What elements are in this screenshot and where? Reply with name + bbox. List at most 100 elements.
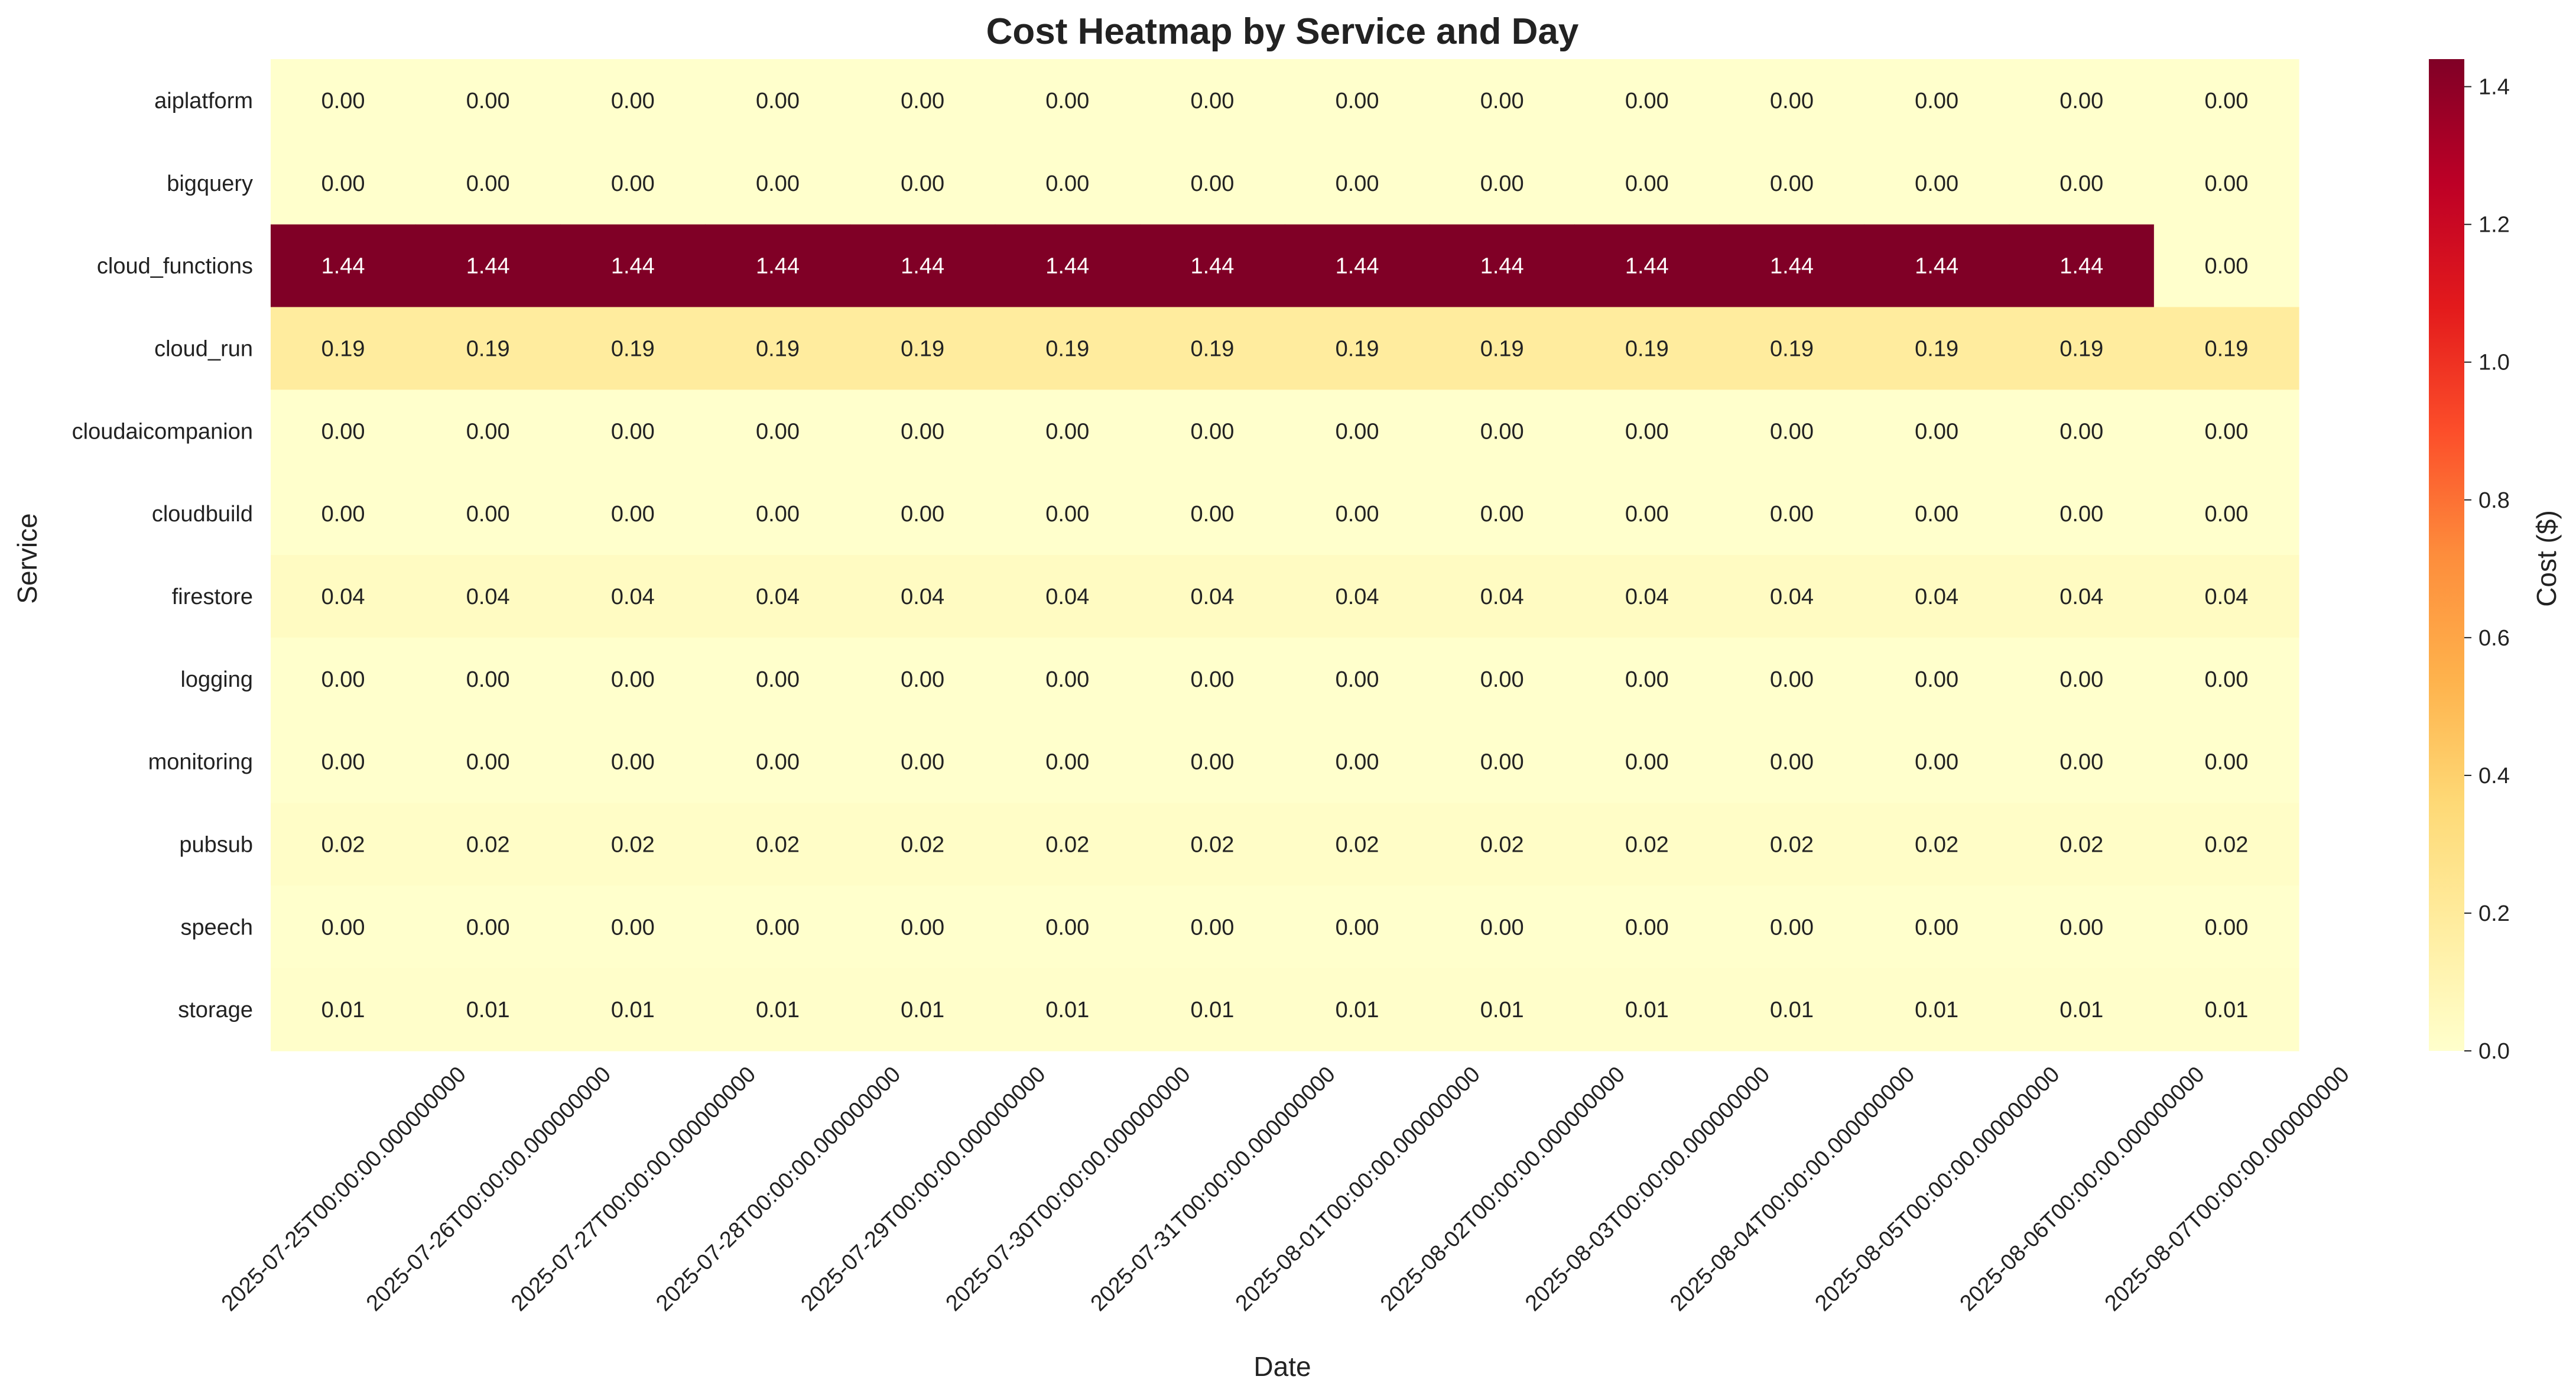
cell-value-label: 0.00 (611, 89, 655, 113)
heatmap-cell (1719, 885, 1865, 969)
heatmap-cell (1574, 968, 1720, 1051)
heatmap-cell (2153, 555, 2299, 638)
heatmap-cell (850, 555, 996, 638)
heatmap-cell (1719, 968, 1865, 1051)
cell-value-label: 0.00 (1045, 915, 1089, 940)
cell-value-label: 0.19 (1045, 336, 1089, 361)
heatmap-cell (560, 555, 706, 638)
cell-value-label: 0.00 (1480, 171, 1524, 196)
cell-value-label: 0.00 (2059, 89, 2103, 113)
x-tick-label: 2025-07-28T00:00:00.000000000 (651, 1062, 905, 1316)
cell-value-label: 0.00 (466, 750, 510, 775)
cell-value-label: 0.00 (2204, 254, 2248, 279)
x-tick-label: 2025-08-04T00:00:00.000000000 (1665, 1062, 1919, 1316)
cell-value-label: 0.01 (1190, 998, 1234, 1023)
cell-value-label: 0.00 (1045, 750, 1089, 775)
heatmap-cell (1864, 968, 2010, 1051)
cell-value-label: 0.00 (2059, 171, 2103, 196)
cell-value-label: 0.00 (756, 89, 800, 113)
cell-value-label: 0.00 (1625, 419, 1669, 444)
heatmap-cell (560, 389, 706, 473)
heatmap-cell (2009, 885, 2155, 969)
y-tick-label: cloudbuild (152, 502, 253, 527)
cell-value-label: 0.04 (321, 585, 365, 609)
heatmap-cell (1864, 307, 2010, 390)
heatmap-cell (271, 224, 416, 308)
cell-value-label: 0.02 (1336, 832, 1379, 857)
heatmap-cell (705, 59, 851, 142)
cell-value-label: 0.00 (1190, 667, 1234, 692)
heatmap-cell (415, 389, 561, 473)
cell-value-label: 0.00 (1190, 171, 1234, 196)
x-tick-label: 2025-07-25T00:00:00.000000000 (217, 1062, 471, 1316)
y-tick-label: pubsub (179, 832, 253, 857)
heatmap-cell (995, 555, 1141, 638)
heatmap-cell (1139, 389, 1285, 473)
heatmap-cell (1139, 472, 1285, 556)
heatmap-cell (1430, 803, 1575, 886)
cell-value-label: 0.01 (611, 998, 655, 1023)
heatmap-cell (850, 720, 996, 804)
heatmap-cell (1574, 59, 1720, 142)
cell-value-label: 0.01 (1045, 998, 1089, 1023)
cell-value-label: 0.00 (2059, 915, 2103, 940)
cell-value-label: 0.00 (1770, 89, 1814, 113)
cell-value-label: 0.00 (1480, 419, 1524, 444)
heatmap-cell (1719, 224, 1865, 308)
cell-value-label: 0.02 (1915, 832, 1958, 857)
cell-value-label: 0.04 (466, 585, 510, 609)
cell-value-label: 0.00 (1336, 667, 1379, 692)
cell-value-label: 0.00 (321, 915, 365, 940)
x-tick-label: 2025-08-06T00:00:00.000000000 (1955, 1062, 2210, 1316)
heatmap-cell (271, 141, 416, 225)
heatmap-cell (1864, 885, 2010, 969)
cell-value-label: 0.00 (1336, 419, 1379, 444)
heatmap-cell (1139, 555, 1285, 638)
heatmap-cell (705, 555, 851, 638)
heatmap-cell (1285, 307, 1430, 390)
cell-value-label: 0.00 (1045, 419, 1089, 444)
heatmap-cell (2009, 141, 2155, 225)
cell-value-label: 0.00 (1480, 667, 1524, 692)
heatmap-cell (1574, 389, 1720, 473)
heatmap-cell (2153, 224, 2299, 308)
heatmap-cell (2153, 141, 2299, 225)
heatmap-cell (2009, 968, 2155, 1051)
heatmap-cell (1719, 59, 1865, 142)
heatmap-cell (271, 389, 416, 473)
heatmap-cell (1574, 141, 1720, 225)
heatmap-cell (271, 472, 416, 556)
heatmap-cell (1864, 389, 2010, 473)
heatmap-cell (995, 720, 1141, 804)
heatmap-cell (560, 472, 706, 556)
cell-value-label: 0.00 (2204, 667, 2248, 692)
cell-value-label: 0.00 (1915, 915, 1958, 940)
heatmap-cell (1574, 803, 1720, 886)
heatmap-cell (995, 389, 1141, 473)
cell-value-label: 0.00 (2204, 915, 2248, 940)
heatmap-cell (850, 885, 996, 969)
heatmap-cell (995, 472, 1141, 556)
cell-value-label: 0.00 (1336, 89, 1379, 113)
heatmap-cell (1139, 885, 1285, 969)
heatmap-cell (560, 968, 706, 1051)
heatmap-cell (1430, 141, 1575, 225)
cell-value-label: 0.00 (1190, 502, 1234, 527)
cell-value-label: 0.01 (1915, 998, 1958, 1023)
y-tick-labels: aiplatform bigquery cloud_functions cloud_r… (72, 89, 253, 1023)
heatmap-cell (560, 141, 706, 225)
y-tick-label: cloud_run (154, 336, 253, 361)
y-tick-label: storage (178, 998, 253, 1023)
cell-value-label: 0.01 (466, 998, 510, 1023)
cell-value-label: 0.00 (2059, 419, 2103, 444)
heatmap-cell (1864, 637, 2010, 721)
y-tick-label: bigquery (167, 171, 253, 196)
heatmap-cell (2009, 803, 2155, 886)
heatmap-cell (415, 224, 561, 308)
cell-value-label: 1.44 (1045, 254, 1089, 279)
cell-value-label: 0.00 (2204, 502, 2248, 527)
y-tick-label: speech (180, 915, 253, 940)
cell-value-label: 1.44 (756, 254, 800, 279)
x-tick-label: 2025-08-03T00:00:00.000000000 (1521, 1062, 1775, 1316)
cell-value-label: 0.01 (2204, 998, 2248, 1023)
